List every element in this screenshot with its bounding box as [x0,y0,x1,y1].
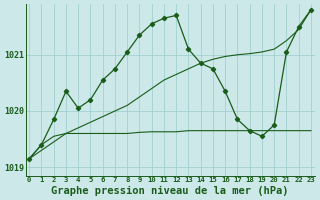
X-axis label: Graphe pression niveau de la mer (hPa): Graphe pression niveau de la mer (hPa) [51,186,289,196]
